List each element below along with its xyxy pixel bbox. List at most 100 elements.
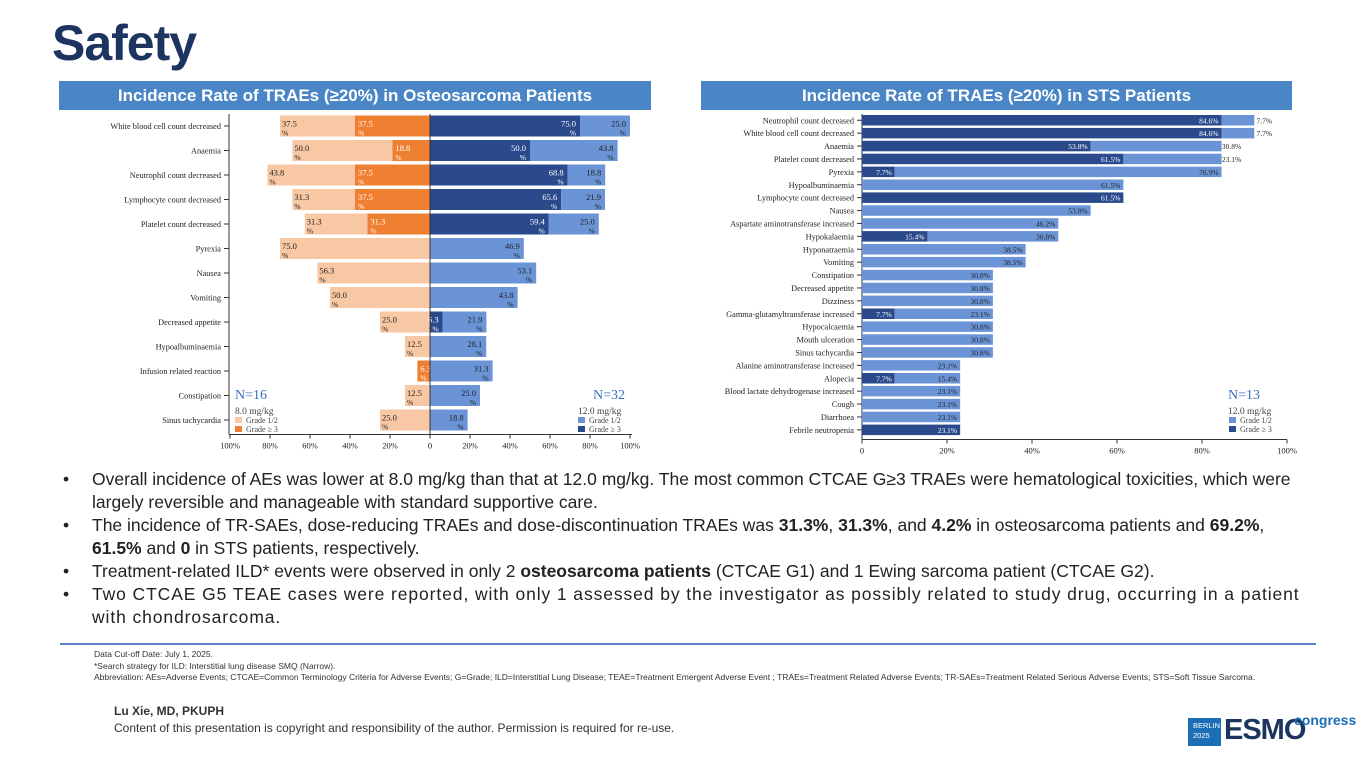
bar-label-12mg-grade12: 46.9 xyxy=(505,241,520,251)
bar-label-8mg-grade3: 31.3 xyxy=(370,217,385,227)
osteosarcoma-traes-chart: 100% 80% 60% 40% 20% 0 20% 40% 60% 80% 100% White b… xyxy=(110,114,640,451)
bar-label-8mg-grade12: 37.5 xyxy=(282,119,297,129)
bar-label-sts-grade12: 23.1% xyxy=(938,387,957,396)
bar-label-12mg-grade3-pct: % xyxy=(539,227,545,236)
bar-label-8mg-grade12-pct: % xyxy=(382,423,388,432)
bar-label-sts-grade3: 84.6% xyxy=(1199,129,1218,138)
x-tick-label: 80% xyxy=(1194,446,1210,456)
bar-sts-grade3 xyxy=(862,127,1222,139)
bar-label-sts-grade12: 23.1% xyxy=(971,310,990,319)
bullet-emphasis: 31.3% xyxy=(778,515,829,535)
sts-chart-header: Incidence Rate of TRAEs (≥20%) in STS Pa… xyxy=(701,81,1292,110)
bar-sts-grade12 xyxy=(862,347,993,358)
bullet-emphasis: 0 xyxy=(180,538,191,558)
bullet-text: The incidence of TR-SAEs, dose-reducing … xyxy=(92,515,779,535)
bar-label-sts-grade12: 15.4% xyxy=(938,374,957,383)
bar-label-sts-grade12: 30.8% xyxy=(971,336,990,345)
category-label-vomiting: Vomiting xyxy=(190,294,221,303)
bar-label-sts-grade3: 7.7% xyxy=(876,168,892,177)
category-label-lymphocyte-count-decreased: Lymphocyte count decreased xyxy=(124,196,222,205)
bullet-item: • Overall incidence of AEs was lower at 8… xyxy=(60,468,1314,514)
bar-label-sts-grade3: 7.7% xyxy=(876,310,892,319)
bar-sts-grade3 xyxy=(862,192,1124,203)
bar-sts-grade12 xyxy=(1123,153,1222,165)
x-tick-label: 20% xyxy=(462,441,478,451)
n-label-8mg: N=16 xyxy=(235,388,267,403)
bar-8mg-grade12 xyxy=(280,115,355,137)
legend-dose-12mg: 12.0 mg/kg xyxy=(578,407,622,417)
category-label-lymphocyte-count-decreased: Lymphocyte count decreased xyxy=(757,194,855,203)
bar-label-sts-grade12: 30.8% xyxy=(971,323,990,332)
bar-label-sts-grade12: 23.1% xyxy=(938,361,957,370)
bar-label-12mg-grade12-pct: % xyxy=(457,423,463,432)
bar-8mg-grade12 xyxy=(292,189,355,210)
x-tick-label: 0 xyxy=(428,441,432,451)
x-tick-label: 60% xyxy=(542,441,558,451)
bar-label-12mg-grade3-pct: % xyxy=(570,129,576,138)
bar-label-12mg-grade12-pct: % xyxy=(476,349,482,358)
bar-label-sts-grade12: 23.1% xyxy=(938,400,957,409)
bar-label-8mg-grade3: 37.5 xyxy=(358,168,373,178)
bar-12mg-grade12 xyxy=(430,385,480,406)
bar-label-8mg-grade3: 18.8 xyxy=(395,143,410,153)
legend-swatch-8mg-grade3 xyxy=(235,426,242,432)
category-label-pyrexia: Pyrexia xyxy=(196,245,222,254)
bar-12mg-grade3 xyxy=(430,115,580,137)
footnotes: Data Cut-off Date: July 1, 2025. *Search… xyxy=(94,649,1255,684)
bar-12mg-grade12 xyxy=(430,238,524,259)
legend-label-12mg-grade3: Grade ≥ 3 xyxy=(589,425,621,434)
key-findings-list: • Overall incidence of AEs was lower at 8… xyxy=(60,468,1314,629)
bar-label-12mg-grade3: 68.8 xyxy=(549,168,564,178)
bar-sts-grade12 xyxy=(894,373,961,384)
legend-label-8mg-grade3: Grade ≥ 3 xyxy=(246,425,278,434)
x-tick-label: 100% xyxy=(220,441,240,451)
x-tick-label: 40% xyxy=(342,441,358,451)
bar-label-8mg-grade12-pct: % xyxy=(319,276,325,285)
bar-label-8mg-grade12: 75.0 xyxy=(282,241,297,251)
bullet-emphasis: osteosarcoma patients xyxy=(520,561,711,581)
bullet-item: • The incidence of TR-SAEs, dose-reducing… xyxy=(60,514,1314,560)
bar-label-sts-grade12: 30.8% xyxy=(971,297,990,306)
category-label-platelet-count-decreased: Platelet count decreased xyxy=(141,220,222,229)
category-label-hypoalbuminaemia: Hypoalbuminaemia xyxy=(789,181,855,190)
bar-sts-grade12 xyxy=(862,205,1091,216)
bar-label-8mg-grade12: 56.3 xyxy=(319,266,334,276)
legend-swatch-sts-grade3 xyxy=(1229,426,1236,432)
bullet-dot-icon: • xyxy=(63,469,70,489)
bar-label-12mg-grade12-pct: % xyxy=(595,202,601,211)
bar-label-sts-grade12: 30.8% xyxy=(971,348,990,357)
bar-sts-grade12 xyxy=(894,166,1222,178)
bar-label-12mg-grade12: 18.8 xyxy=(449,413,464,423)
bar-label-8mg-grade12-pct: % xyxy=(407,349,413,358)
bar-label-8mg-grade12: 25.0 xyxy=(382,315,397,325)
category-label-anaemia: Anaemia xyxy=(191,147,221,156)
bar-label-sts-grade3: 53.8% xyxy=(1068,142,1087,151)
bar-sts-grade3 xyxy=(862,424,961,436)
bar-12mg-grade12 xyxy=(430,336,487,357)
bar-sts-grade12 xyxy=(862,269,993,281)
bar-label-12mg-grade12: 25.0 xyxy=(580,217,595,227)
copyright-note: Content of this presentation is copyrigh… xyxy=(114,721,675,735)
category-label-white-blood-cell-count-decreased: White blood cell count decreased xyxy=(110,122,221,131)
bar-label-8mg-grade3-pct: % xyxy=(370,227,376,236)
category-label-nausea: Nausea xyxy=(197,269,222,278)
bar-label-12mg-grade12: 28.1 xyxy=(467,339,482,349)
bar-label-sts-grade12: 23.1% xyxy=(1222,155,1241,164)
x-tick-label: 20% xyxy=(939,446,955,456)
bar-label-sts-grade12: 76.9% xyxy=(1199,168,1218,177)
bar-label-sts-grade12: 46.2% xyxy=(1036,219,1055,228)
bullet-text: , and xyxy=(887,515,932,535)
bullet-item: • Treatment-related ILD* events were obse… xyxy=(60,560,1314,583)
category-label-sinus-tachycardia: Sinus tachycardia xyxy=(795,348,854,357)
bar-label-12mg-grade12: 21.9 xyxy=(468,315,483,325)
bar-8mg-grade12 xyxy=(304,213,368,235)
category-label-blood-lactate-dehydrogenase-increased: Blood lactate dehydrogenase increased xyxy=(725,387,855,396)
x-tick-label: 60% xyxy=(302,441,318,451)
legend-dose-sts: 12.0 mg/kg xyxy=(1228,407,1272,417)
bullet-dot-icon: • xyxy=(63,515,70,535)
bar-8mg-grade3 xyxy=(392,140,430,161)
bar-label-12mg-grade12-pct: % xyxy=(470,398,476,407)
bar-label-8mg-grade12: 31.3 xyxy=(307,217,322,227)
bar-label-sts-grade12: 7.7% xyxy=(1256,129,1272,138)
bar-label-8mg-grade3-pct: % xyxy=(358,129,364,138)
